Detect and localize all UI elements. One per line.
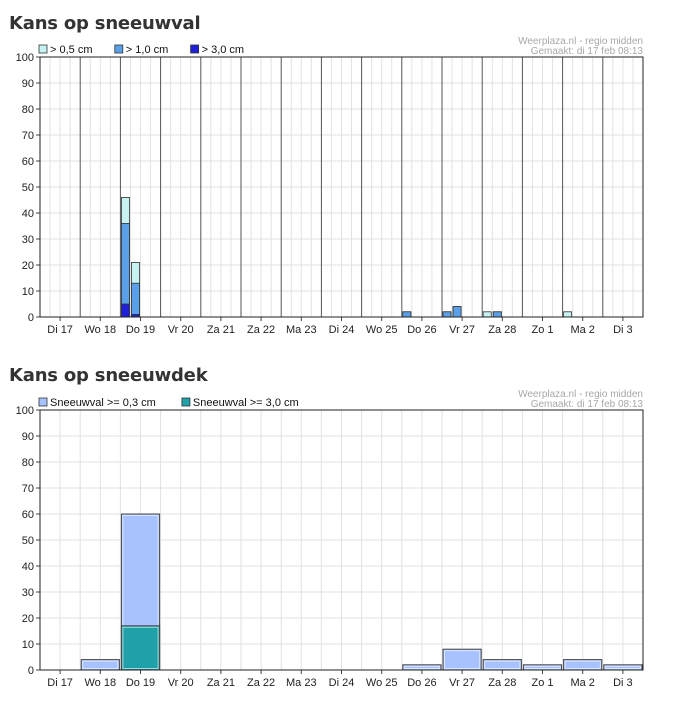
legend-swatch (114, 44, 124, 54)
legend-swatch (38, 44, 48, 54)
bar-highlight (403, 665, 440, 669)
bar-highlight (82, 660, 119, 670)
y-tick-label: 70 (22, 130, 34, 142)
x-tick-label: Ma 2 (570, 324, 594, 336)
bar-highlight (444, 650, 481, 670)
y-tick-label: 20 (22, 260, 34, 272)
chart-panel-sneeuwval: Kans op sneeuwval Weerplaza.nl - regio m… (0, 0, 695, 350)
plot-border (39, 56, 644, 318)
bar (120, 625, 161, 671)
y-tick-label: 70 (22, 483, 34, 495)
chart-panel-sneeuwdek: Kans op sneeuwdek Weerplaza.nl - regio m… (0, 352, 695, 704)
x-tick-label: Zo 1 (531, 324, 553, 336)
x-tick-label: Wo 18 (85, 324, 117, 336)
y-tick-label: 10 (22, 639, 34, 651)
y-tick-label: 30 (22, 234, 34, 246)
legend-label: > 3,0 cm (202, 44, 245, 56)
y-tick-label: 20 (22, 613, 34, 625)
y-tick-label: 100 (16, 405, 34, 417)
y-tick-label: 10 (22, 286, 34, 298)
x-tick-label: Zo 1 (531, 677, 553, 689)
bar (442, 311, 452, 318)
bar-highlight (484, 660, 521, 670)
bar (121, 222, 130, 318)
y-tick-label: 0 (28, 312, 34, 324)
x-tick-label: Za 21 (207, 324, 235, 336)
y-tick-label: 40 (22, 561, 34, 573)
x-tick-label: Wo 18 (85, 677, 117, 689)
x-tick-label: Di 17 (47, 324, 73, 336)
bar (131, 282, 140, 318)
x-tick-label: Vr 20 (168, 324, 194, 336)
chart-title: Kans op sneeuwval (9, 13, 201, 34)
x-tick-label: Za 28 (488, 324, 516, 336)
bar (563, 311, 573, 318)
bar (452, 306, 462, 318)
legend-swatch (38, 397, 48, 407)
x-tick-label: Di 24 (329, 677, 355, 689)
bar (442, 648, 482, 671)
y-tick-label: 60 (22, 156, 34, 168)
bar (522, 664, 563, 671)
x-tick-label: Ma 2 (570, 677, 594, 689)
source-label: Weerplaza.nl - regio midden (518, 389, 643, 400)
bar-highlight (604, 665, 641, 669)
y-tick-label: 30 (22, 587, 34, 599)
plot-border (39, 409, 644, 671)
x-tick-label: Wo 25 (366, 677, 398, 689)
legend-label: Sneeuwval >= 0,3 cm (50, 397, 156, 409)
x-tick-label: Vr 27 (449, 677, 475, 689)
x-tick-label: Di 3 (613, 324, 633, 336)
y-tick-label: 50 (22, 182, 34, 194)
x-tick-label: Za 21 (207, 677, 235, 689)
x-tick-label: Za 22 (247, 324, 275, 336)
bar (402, 664, 442, 671)
x-tick-label: Vr 27 (449, 324, 475, 336)
bar (482, 311, 492, 318)
timestamp-label: Gemaakt: di 17 feb 08:13 (531, 46, 644, 57)
y-tick-label: 60 (22, 509, 34, 521)
bar (121, 303, 130, 318)
y-tick-label: 90 (22, 431, 34, 443)
x-tick-label: Do 19 (126, 677, 155, 689)
x-tick-label: Wo 25 (366, 324, 398, 336)
x-tick-label: Ma 23 (286, 324, 317, 336)
legend-label: > 0,5 cm (50, 44, 93, 56)
chart-title: Kans op sneeuwdek (9, 365, 208, 386)
x-tick-label: Vr 20 (168, 677, 194, 689)
y-tick-label: 100 (16, 52, 34, 64)
bar-highlight (122, 626, 159, 669)
timestamp-label: Gemaakt: di 17 feb 08:13 (531, 399, 644, 410)
bar (603, 664, 643, 671)
bar-highlight (524, 665, 561, 669)
y-tick-label: 80 (22, 457, 34, 469)
y-tick-label: 50 (22, 535, 34, 547)
legend-swatch (190, 44, 200, 54)
x-tick-label: Ma 23 (286, 677, 317, 689)
legend-swatch (181, 397, 191, 407)
source-label: Weerplaza.nl - regio midden (518, 36, 643, 47)
y-tick-label: 40 (22, 208, 34, 220)
x-tick-label: Do 26 (407, 324, 436, 336)
x-tick-label: Za 28 (488, 677, 516, 689)
y-tick-label: 80 (22, 104, 34, 116)
x-tick-label: Di 3 (613, 677, 633, 689)
y-tick-label: 0 (28, 665, 34, 677)
x-tick-label: Za 22 (247, 677, 275, 689)
legend-label: Sneeuwval >= 3,0 cm (193, 397, 299, 409)
x-tick-label: Do 26 (407, 677, 436, 689)
legend-label: > 1,0 cm (126, 44, 169, 56)
x-tick-label: Di 24 (329, 324, 355, 336)
bar (402, 311, 412, 318)
x-tick-label: Do 19 (126, 324, 155, 336)
y-tick-label: 90 (22, 78, 34, 90)
bar-highlight (564, 660, 601, 670)
bar (492, 311, 502, 318)
x-tick-label: Di 17 (47, 677, 73, 689)
